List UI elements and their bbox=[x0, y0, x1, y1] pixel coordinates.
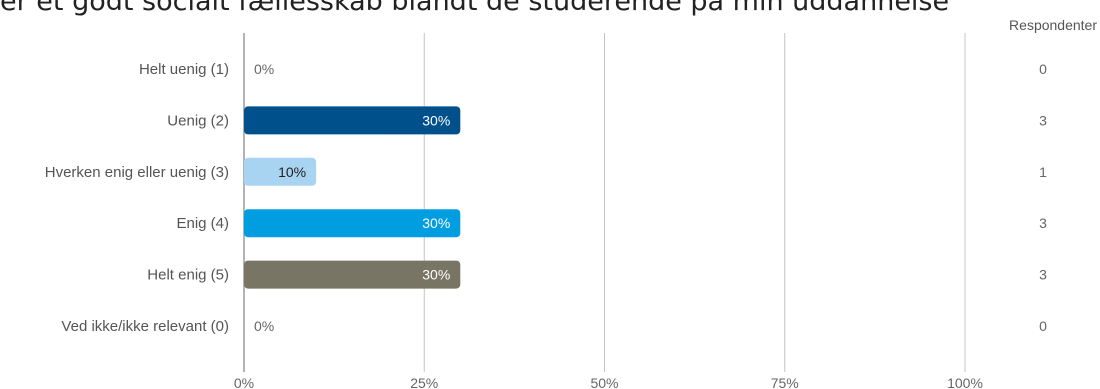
respondent-count: 3 bbox=[1039, 215, 1047, 231]
respondent-count: 0 bbox=[1039, 61, 1047, 77]
respondents-header: Respondenter bbox=[1009, 17, 1097, 33]
respondent-counts: 0 3 1 3 3 0 bbox=[1039, 61, 1047, 334]
category-label: Uenig (2) bbox=[167, 112, 229, 129]
value-labels: 0% 30% 10% 30% 30% 0% bbox=[254, 61, 450, 334]
x-tick-label: 25% bbox=[410, 375, 438, 389]
bar bbox=[244, 209, 461, 238]
grid-lines bbox=[243, 33, 966, 372]
category-labels: Helt uenig (1) Uenig (2) Hverken enig elle… bbox=[45, 61, 229, 335]
value-label: 30% bbox=[422, 215, 450, 231]
bar bbox=[244, 157, 317, 186]
x-tick-label: 0% bbox=[234, 375, 254, 389]
bars bbox=[244, 106, 461, 289]
x-tick-label: 100% bbox=[947, 375, 983, 389]
respondent-count: 0 bbox=[1039, 318, 1047, 334]
x-axis-ticks: 0% 25% 50% 75% 100% bbox=[234, 375, 983, 389]
value-label: 10% bbox=[278, 164, 306, 180]
value-label: 0% bbox=[254, 318, 274, 334]
x-tick-label: 75% bbox=[771, 375, 799, 389]
category-label: Enig (4) bbox=[176, 215, 229, 232]
respondent-count: 1 bbox=[1039, 164, 1047, 180]
chart-title: er et godt socialt fællesskab blandt de … bbox=[0, 0, 950, 17]
category-label: Helt enig (5) bbox=[147, 267, 229, 284]
category-label: Ved ikke/ikke relevant (0) bbox=[61, 318, 229, 335]
category-label: Helt uenig (1) bbox=[139, 61, 229, 78]
bar bbox=[244, 106, 461, 135]
value-label: 30% bbox=[422, 112, 450, 128]
respondent-count: 3 bbox=[1039, 267, 1047, 283]
respondent-count: 3 bbox=[1039, 112, 1047, 128]
category-label: Hverken enig eller uenig (3) bbox=[45, 164, 229, 181]
value-label: 0% bbox=[254, 61, 274, 77]
bar bbox=[244, 260, 461, 289]
x-tick-label: 50% bbox=[590, 375, 618, 389]
value-label: 30% bbox=[422, 267, 450, 283]
